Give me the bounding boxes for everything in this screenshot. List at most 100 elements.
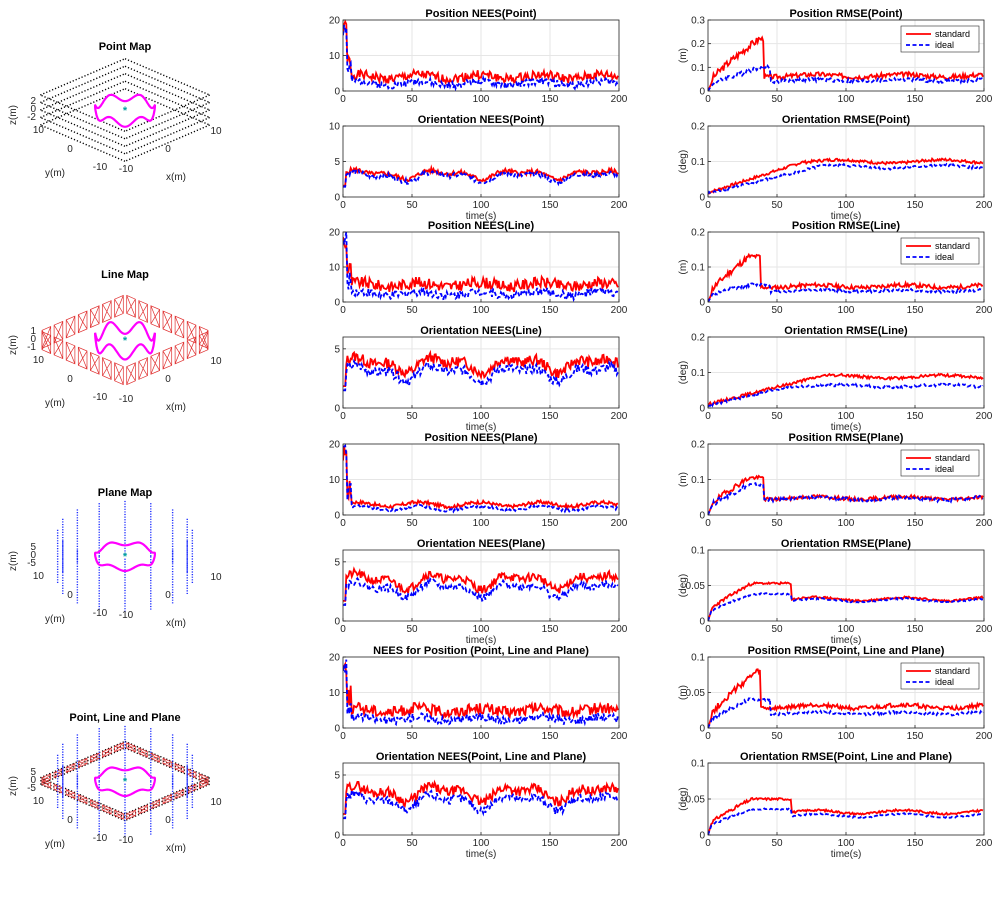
map-title: Point, Line and Plane xyxy=(69,712,180,724)
y-tick-label: 0.05 xyxy=(686,795,706,806)
chart-title: Orientation RMSE(Line) xyxy=(784,325,908,337)
line-landmark-panel xyxy=(41,773,52,784)
point-landmark-row xyxy=(124,109,210,147)
x-tick-label: -10 xyxy=(119,835,134,846)
series-line-ideal xyxy=(708,63,984,91)
chart-title: Orientation RMSE(Point, Line and Plane) xyxy=(740,751,952,763)
point-landmark-row xyxy=(40,747,126,785)
chart-title: Orientation NEES(Line) xyxy=(420,325,542,337)
y-tick-label: 0 xyxy=(699,831,705,842)
chart-nees-pos-plane: 0 50 100 150 200 0 10 20 Position NEES(Plane) xyxy=(329,432,628,529)
x-tick-label: 0 xyxy=(165,374,171,385)
chart-title: Position NEES(Line) xyxy=(428,220,535,232)
line-landmark-panel xyxy=(186,336,197,360)
series-line-ideal xyxy=(708,481,984,515)
y-tick-label: 0.2 xyxy=(691,333,705,344)
y-tick-label: 0.1 xyxy=(691,368,705,379)
y-tick-label: 0 xyxy=(334,724,340,735)
x-tick-label: 100 xyxy=(838,518,855,529)
x-tick-label: 10 xyxy=(210,797,222,808)
line-landmark-panel xyxy=(186,768,197,779)
x-axis-label: x(m) xyxy=(166,172,186,183)
line-landmark-panel xyxy=(77,346,88,370)
y-tick-label: 0.3 xyxy=(691,16,705,27)
z-tick-label: 1 xyxy=(30,326,36,337)
series-line-ideal xyxy=(343,24,619,91)
z-axis-label: z(m) xyxy=(8,105,19,125)
y-tick-label: 0 xyxy=(699,298,705,309)
y-tick-label: -10 xyxy=(93,833,108,844)
chart-rmse-pos-all: 0 50 100 150 200 0 0.05 0.1 Position RMSE(Point,… xyxy=(678,645,993,742)
map-title: Line Map xyxy=(101,269,149,281)
y-axis-label: y(m) xyxy=(45,398,65,409)
chart-title: Position NEES(Plane) xyxy=(424,432,537,444)
x-tick-label: 150 xyxy=(542,411,559,422)
y-tick-label: 0 xyxy=(334,87,340,98)
line-landmark-panel xyxy=(162,346,173,370)
line-landmark-panel xyxy=(138,357,148,380)
x-tick-label: 50 xyxy=(406,411,418,422)
point-landmark-row xyxy=(124,65,210,104)
x-tick-label: 100 xyxy=(473,838,490,849)
y-tick-label: 0.05 xyxy=(686,688,706,699)
z-tick-label: 0 xyxy=(30,104,36,115)
y-tick-label: 20 xyxy=(329,653,341,664)
x-tick-label: 50 xyxy=(406,731,418,742)
series-line-ideal xyxy=(343,444,619,514)
series-line-standard xyxy=(343,779,619,815)
x-tick-label: 100 xyxy=(838,200,855,211)
y-tick-label: 10 xyxy=(329,688,341,699)
x-tick-label: 50 xyxy=(406,624,418,635)
line-landmark-panel xyxy=(186,320,197,344)
x-tick-label: 0 xyxy=(165,815,171,826)
chart-title: NEES for Position (Point, Line and Plane… xyxy=(373,645,589,657)
legend-box xyxy=(900,237,980,265)
x-tick-label: 150 xyxy=(542,200,559,211)
line-landmark-panel xyxy=(174,762,185,774)
line-landmark-panel xyxy=(77,757,88,768)
x-tick-label: 200 xyxy=(976,305,993,316)
y-tick-label: 20 xyxy=(329,228,341,239)
x-tick-label: 0 xyxy=(705,731,711,742)
x-tick-label: 200 xyxy=(611,624,628,635)
chart-title: Position RMSE(Point, Line and Plane) xyxy=(748,645,945,657)
trajectory-path xyxy=(94,766,156,798)
chart-nees-pos-all: 0 50 100 150 200 0 10 20 NEES for Position (Poin… xyxy=(329,645,628,742)
y-tick-label: 0.2 xyxy=(691,228,705,239)
y-tick-label: 0.1 xyxy=(691,263,705,274)
y-tick-label: 10 xyxy=(33,796,45,807)
series-line-ideal xyxy=(343,787,619,820)
line-landmark-panel xyxy=(102,357,112,380)
y-tick-label: 5 xyxy=(334,771,340,782)
y-tick-label: 10 xyxy=(329,122,341,133)
z-tick-label: 5 xyxy=(30,767,36,778)
line-landmark-panel xyxy=(102,804,112,815)
chart-title: Position NEES(Point) xyxy=(425,8,537,20)
x-axis-label: x(m) xyxy=(166,843,186,854)
z-axis-label: z(m) xyxy=(8,551,19,571)
line-landmark-panel xyxy=(114,742,124,753)
x-tick-label: 10 xyxy=(210,356,222,367)
map-title: Plane Map xyxy=(98,487,153,499)
y-tick-label: 20 xyxy=(329,16,341,27)
chart-title: Position RMSE(Point) xyxy=(789,8,902,20)
chart-rmse-pos-point: 0 50 100 150 200 0 0.1 0.2 0.3 Position RMSE(Poin… xyxy=(678,8,993,105)
x-axis-label: time(s) xyxy=(831,422,862,433)
z-tick-label: -1 xyxy=(27,342,36,353)
x-tick-label: 50 xyxy=(406,838,418,849)
legend-box xyxy=(900,449,980,477)
series-line-ideal xyxy=(343,358,619,392)
y-tick-label: 5 xyxy=(334,157,340,168)
y-tick-label: 5 xyxy=(334,344,340,355)
x-tick-label: 50 xyxy=(406,200,418,211)
x-tick-label: 0 xyxy=(340,200,346,211)
line-landmark-panel xyxy=(162,757,173,768)
y-axis-label: (m) xyxy=(678,685,689,700)
series-line-standard xyxy=(708,252,984,302)
y-tick-label: 0 xyxy=(67,144,73,155)
legend-label-standard: standard xyxy=(935,29,970,39)
x-tick-label: 200 xyxy=(611,305,628,316)
line-landmark-panel xyxy=(65,341,76,365)
